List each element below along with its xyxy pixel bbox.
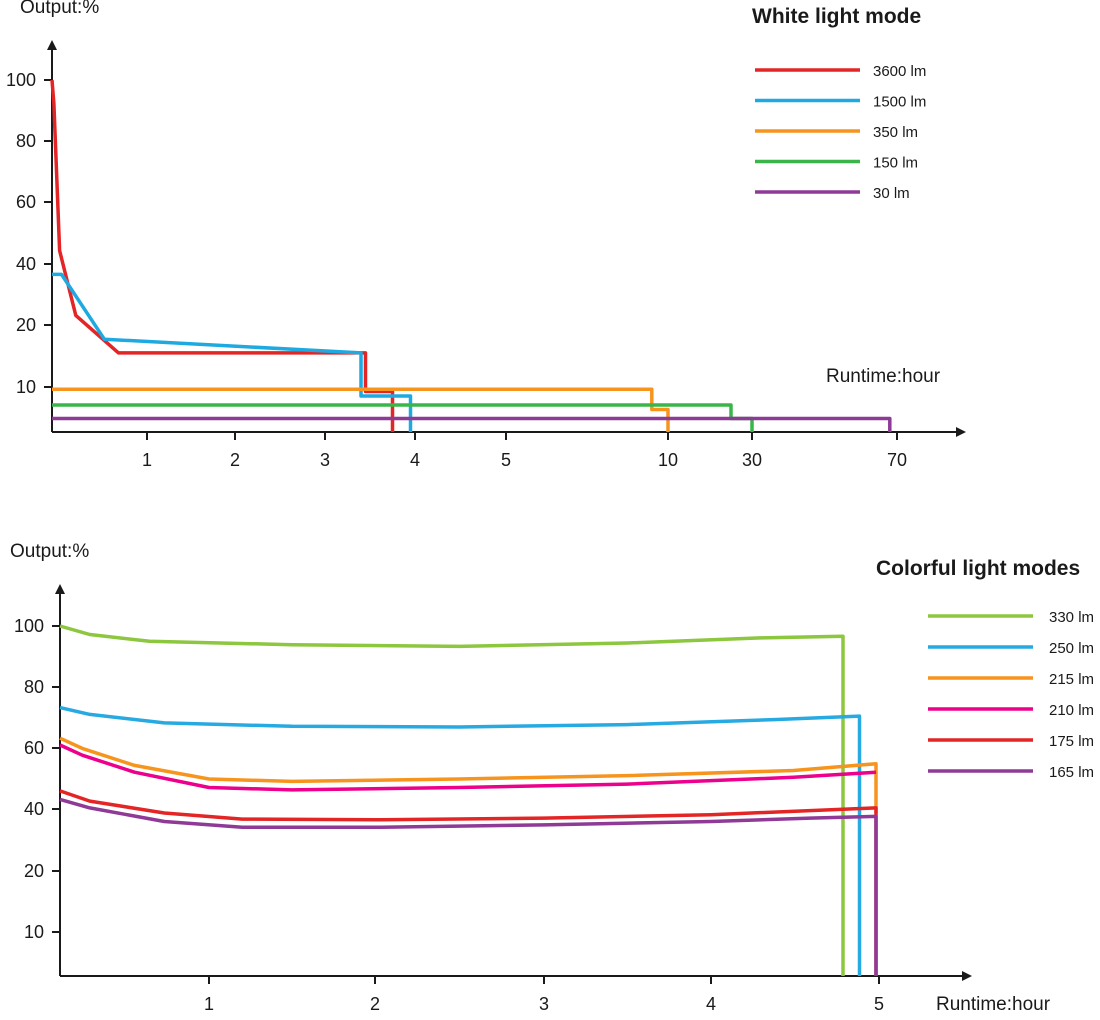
legend-label: 215 lm	[1049, 671, 1094, 688]
legend-label: 250 lm	[1049, 640, 1094, 657]
series-line-175-lm	[59, 789, 878, 976]
legend-label: 330 lm	[1049, 609, 1094, 626]
x-axis-label: Runtime:hour	[826, 366, 941, 387]
x-tick-label: 5	[874, 994, 884, 1014]
x-tick-label: 70	[887, 450, 907, 470]
x-axis-label: Runtime:hour	[936, 994, 1051, 1015]
y-tick-label: 20	[24, 861, 44, 881]
chart-title: White light mode	[752, 5, 921, 28]
legend-label: 175 lm	[1049, 733, 1094, 750]
series-line-165-lm	[59, 797, 878, 976]
legend-label: 30 lm	[873, 185, 910, 202]
y-tick-label: 20	[16, 315, 36, 335]
x-tick-label: 4	[410, 450, 420, 470]
chart-title: Colorful light modes	[876, 557, 1080, 580]
legend-label: 1500 lm	[873, 94, 926, 111]
y-axis-label: Output:%	[20, 0, 99, 18]
legend-label: 3600 lm	[873, 63, 926, 80]
y-tick-label: 100	[14, 616, 44, 636]
series-line-250-lm	[59, 705, 862, 976]
y-tick-label: 40	[24, 799, 44, 819]
y-tick-label: 10	[16, 377, 36, 397]
series-line-210-lm	[59, 743, 877, 792]
x-tick-label: 1	[204, 994, 214, 1014]
legend-label: 210 lm	[1049, 702, 1094, 719]
x-tick-label: 2	[370, 994, 380, 1014]
series-line-1500-lm	[52, 272, 413, 432]
y-tick-label: 60	[24, 738, 44, 758]
y-tick-label: 100	[6, 70, 36, 90]
y-tick-label: 60	[16, 192, 36, 212]
x-tick-label: 2	[230, 450, 240, 470]
x-tick-label: 5	[501, 450, 511, 470]
x-tick-label: 3	[320, 450, 330, 470]
legend-label: 350 lm	[873, 124, 918, 141]
legend-label: 165 lm	[1049, 764, 1094, 781]
y-axis-label: Output:%	[10, 541, 89, 562]
colorful-light-chart: Colorful light modes Output:% Runtime:ho…	[10, 541, 1094, 1015]
white-light-chart: White light mode Output:% Runtime:hour 1…	[6, 0, 966, 470]
series-line-3600-lm	[50, 79, 395, 432]
series-line-30-lm	[52, 416, 892, 432]
y-tick-label: 80	[24, 677, 44, 697]
x-tick-label: 30	[742, 450, 762, 470]
legend-label: 150 lm	[873, 155, 918, 172]
series-line-215-lm	[59, 736, 878, 813]
y-tick-label: 10	[24, 922, 44, 942]
series-line-330-lm	[59, 624, 845, 976]
x-tick-label: 10	[658, 450, 678, 470]
x-tick-label: 1	[142, 450, 152, 470]
y-tick-label: 40	[16, 254, 36, 274]
y-tick-label: 80	[16, 131, 36, 151]
x-tick-label: 4	[706, 994, 716, 1014]
x-tick-label: 3	[539, 994, 549, 1014]
